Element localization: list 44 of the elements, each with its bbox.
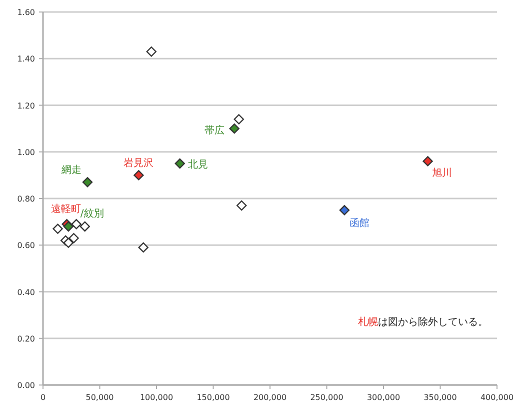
annotation: 遠軽町	[50, 203, 81, 216]
point	[174, 158, 185, 169]
x-tick-label: 150,000	[196, 393, 230, 402]
point	[339, 205, 350, 216]
annotation: 札幌	[358, 316, 378, 328]
annotation: 旭川	[432, 167, 452, 180]
point	[80, 221, 90, 232]
annotation: 帯広	[204, 124, 224, 137]
point	[236, 200, 247, 211]
point	[229, 123, 240, 134]
y-tick-label: 1.40	[17, 54, 35, 64]
point	[63, 221, 74, 232]
point	[234, 114, 244, 124]
point	[138, 242, 148, 253]
y-tick-label: 1.20	[17, 101, 35, 110]
point	[52, 224, 63, 234]
point	[134, 170, 144, 180]
x-tick-label: 250,000	[310, 393, 344, 402]
y-tick-label: 1.00	[17, 148, 35, 157]
point	[63, 238, 74, 248]
annotation: /紋別	[80, 207, 104, 220]
point	[71, 219, 82, 230]
point	[146, 46, 156, 57]
annotation: 岩見沢	[124, 157, 154, 170]
x-tick-label: 0	[40, 393, 46, 402]
annotation: は図から除外している。	[378, 316, 488, 328]
x-tick-label: 50,000	[86, 393, 114, 402]
x-tick-label: 300,000	[366, 393, 400, 402]
y-tick-label: 0.20	[17, 334, 35, 344]
point	[422, 156, 433, 166]
point	[82, 177, 93, 188]
x-tick-label: 200,000	[253, 393, 287, 402]
y-tick-label: 0.60	[17, 241, 35, 250]
y-tick-label: 0.00	[17, 381, 35, 390]
y-tick-label: 1.60	[17, 8, 35, 17]
y-tick-label: 0.40	[17, 288, 35, 297]
x-tick-label: 100,000	[140, 393, 174, 402]
annotation: 北見	[188, 158, 208, 171]
y-tick-label: 0.80	[17, 194, 35, 204]
x-tick-label: 400,000	[480, 393, 514, 402]
annotation: 網走	[60, 164, 82, 176]
point	[68, 233, 79, 244]
x-tick-label: 350,000	[424, 393, 457, 402]
annotation: 函館	[349, 218, 370, 230]
